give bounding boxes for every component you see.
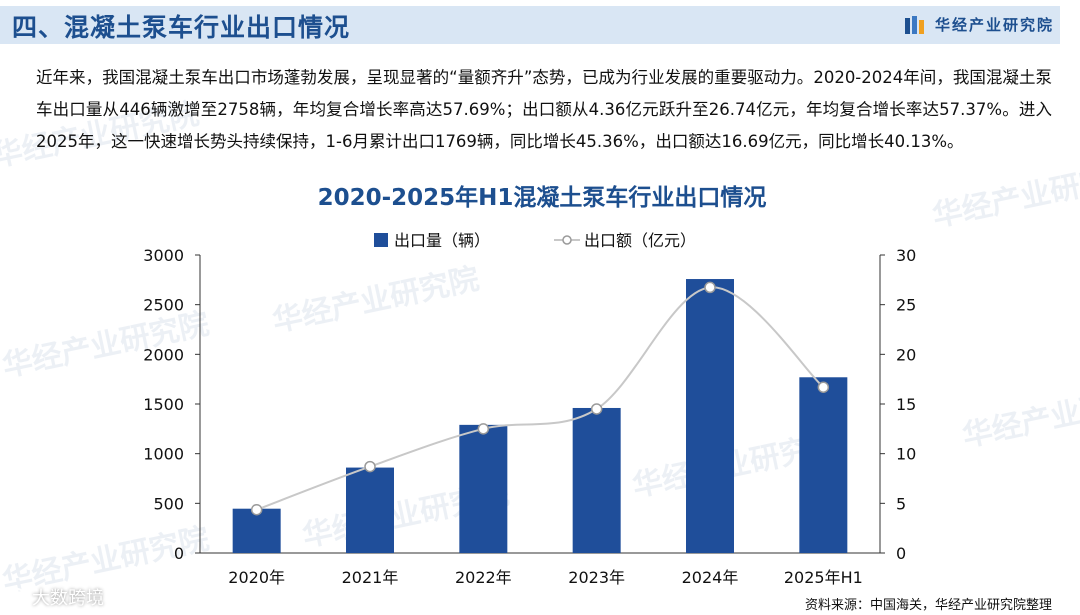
- right-tick-label: 30: [896, 246, 916, 265]
- brand-logo-icon: [904, 15, 924, 34]
- chart-title: 2020-2025年H1混凝土泵车行业出口情况: [318, 184, 767, 211]
- header-bar: [0, 6, 1060, 44]
- legend-bar-swatch: [374, 233, 388, 247]
- left-tick-label: 500: [153, 494, 184, 513]
- platform-name: 大数跨境: [32, 588, 104, 609]
- left-tick-label: 2500: [143, 296, 184, 315]
- left-tick-label: 1000: [143, 445, 184, 464]
- x-tick-label: 2025年H1: [784, 568, 863, 587]
- bar-3: [459, 424, 508, 553]
- left-tick-label: 3000: [143, 246, 184, 265]
- line-point-6: [817, 381, 830, 393]
- bar-1: [232, 508, 281, 553]
- x-tick-label: 2024年: [682, 568, 739, 587]
- x-tick-label: 2021年: [342, 568, 399, 587]
- right-tick-label: 10: [896, 445, 916, 464]
- legend-line-marker: [562, 235, 572, 245]
- intro-paragraph: 近年来，我国混凝土泵车出口市场蓬勃发展，呈现显著的“量额齐升”态势，已成为行业发…: [36, 68, 1052, 151]
- chart-bars: [232, 279, 848, 553]
- x-tick-label: 2020年: [228, 568, 285, 587]
- brand: 华经产业研究院: [904, 14, 1054, 35]
- legend-line-label: 出口额（亿元）: [584, 231, 696, 250]
- bar-5: [686, 279, 734, 553]
- line-point-2: [364, 460, 376, 473]
- line-point-3: [477, 423, 490, 435]
- right-tick-label: 0: [896, 544, 906, 563]
- platform-watermark: 大数跨境: [6, 584, 104, 610]
- page-title: 四、混凝土泵车行业出口情况: [12, 13, 351, 42]
- bar-2: [346, 467, 394, 553]
- legend-bar-label: 出口量（辆）: [394, 231, 490, 250]
- chart-line: [250, 281, 830, 516]
- line-point-1: [250, 503, 263, 516]
- right-tick-label: 25: [896, 296, 916, 315]
- export-value-line: [256, 286, 824, 511]
- right-tick-label: 15: [896, 395, 916, 414]
- line-point-5: [704, 281, 716, 294]
- left-tick-label: 1500: [143, 395, 184, 414]
- right-tick-label: 20: [896, 345, 916, 364]
- x-tick-label: 2022年: [455, 568, 512, 587]
- left-tick-label: 2000: [143, 345, 184, 364]
- brand-name: 华经产业研究院: [934, 16, 1054, 34]
- bar-6: [799, 377, 848, 553]
- left-tick-label: 0: [174, 544, 184, 563]
- right-tick-label: 5: [896, 494, 906, 513]
- header: 四、混凝土泵车行业出口情况 华经产业研究院: [0, 0, 1080, 50]
- x-tick-label: 2023年: [568, 568, 625, 587]
- chart-axes: 0 500 1000 1500 2000 2500 3000 0 5 10 15 20 25 30 2020…: [143, 246, 916, 587]
- source-note: 资料来源：中国海关，华经产业研究院整理: [804, 598, 1052, 613]
- bar-4: [572, 407, 621, 553]
- line-point-4: [590, 403, 603, 415]
- platform-logo-icon: [8, 588, 26, 606]
- chart-legend: 出口量（辆） 出口额（亿元）: [374, 231, 696, 250]
